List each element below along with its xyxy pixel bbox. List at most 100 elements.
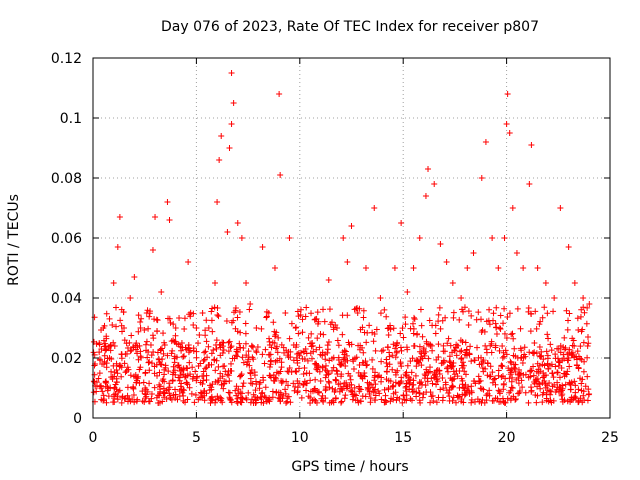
data-point — [302, 313, 309, 320]
data-point — [299, 355, 306, 362]
data-point — [417, 356, 424, 363]
data-point — [233, 398, 240, 405]
data-point — [133, 379, 140, 386]
data-point — [312, 376, 319, 383]
data-point — [459, 381, 466, 388]
data-point — [339, 331, 346, 338]
data-point — [492, 320, 499, 327]
data-point — [478, 385, 485, 392]
data-point — [317, 377, 324, 384]
data-point — [127, 295, 134, 301]
data-point — [166, 217, 173, 223]
data-point — [244, 358, 251, 365]
data-point — [195, 340, 202, 347]
data-point — [447, 342, 454, 349]
data-point — [308, 330, 315, 337]
data-point — [393, 348, 400, 355]
data-point — [423, 338, 430, 345]
data-point — [183, 379, 190, 386]
data-point — [504, 91, 511, 97]
data-point — [266, 351, 273, 358]
data-point — [105, 385, 112, 392]
data-point — [308, 310, 315, 317]
data-point — [186, 359, 193, 366]
data-point — [225, 348, 232, 355]
data-point — [406, 386, 413, 393]
data-point — [492, 344, 499, 351]
data-point — [508, 395, 515, 402]
data-point — [418, 362, 425, 369]
data-point — [499, 343, 506, 350]
data-point — [582, 383, 589, 390]
data-point — [160, 350, 167, 357]
data-point — [330, 364, 337, 371]
data-point — [434, 367, 441, 374]
data-point — [111, 369, 118, 376]
data-point — [277, 172, 284, 178]
data-point — [417, 353, 424, 360]
data-point — [220, 346, 227, 353]
data-point — [243, 396, 250, 403]
data-point — [246, 306, 253, 313]
data-point — [209, 305, 216, 312]
data-point — [451, 375, 458, 382]
data-point — [557, 384, 564, 391]
data-point — [118, 373, 125, 380]
data-point — [190, 322, 197, 329]
data-point — [423, 366, 430, 373]
data-point — [102, 378, 109, 385]
data-point — [499, 354, 506, 361]
data-point — [178, 347, 185, 354]
data-point — [124, 398, 131, 405]
data-point — [145, 398, 152, 405]
data-point — [445, 390, 452, 397]
data-point — [398, 374, 405, 381]
data-point — [522, 371, 529, 378]
data-point — [278, 364, 285, 371]
data-point — [165, 368, 172, 375]
data-point — [150, 349, 157, 356]
data-point — [156, 381, 163, 388]
data-point — [220, 363, 227, 370]
data-point — [577, 375, 584, 382]
data-point — [366, 322, 373, 329]
data-point — [577, 343, 584, 350]
data-point — [372, 392, 379, 399]
data-point — [342, 362, 349, 369]
data-point — [375, 387, 382, 394]
data-point — [243, 280, 250, 286]
data-point — [144, 354, 151, 361]
data-point — [541, 377, 548, 384]
data-point — [164, 199, 171, 205]
data-point — [314, 389, 321, 396]
data-point — [348, 223, 355, 229]
data-point — [262, 346, 269, 353]
data-point — [440, 342, 447, 349]
data-point — [411, 316, 418, 323]
data-point — [245, 348, 252, 355]
data-point — [164, 352, 171, 359]
data-point — [467, 343, 474, 350]
data-point — [450, 394, 457, 401]
data-point — [203, 364, 210, 371]
data-point — [557, 342, 564, 349]
data-point — [475, 373, 482, 380]
data-point — [326, 306, 333, 313]
data-point — [151, 384, 158, 391]
data-point — [355, 342, 362, 349]
data-point — [453, 352, 460, 359]
data-point — [403, 383, 410, 390]
data-point — [224, 229, 231, 235]
data-point — [166, 390, 173, 397]
data-point — [124, 345, 131, 352]
data-point — [101, 396, 108, 403]
data-point — [560, 370, 567, 377]
data-point — [474, 344, 481, 351]
data-point — [272, 358, 279, 365]
data-point — [139, 388, 146, 395]
data-point — [373, 326, 380, 333]
data-point — [108, 368, 115, 375]
data-point — [171, 353, 178, 360]
data-point — [219, 349, 226, 356]
data-point — [392, 371, 399, 378]
